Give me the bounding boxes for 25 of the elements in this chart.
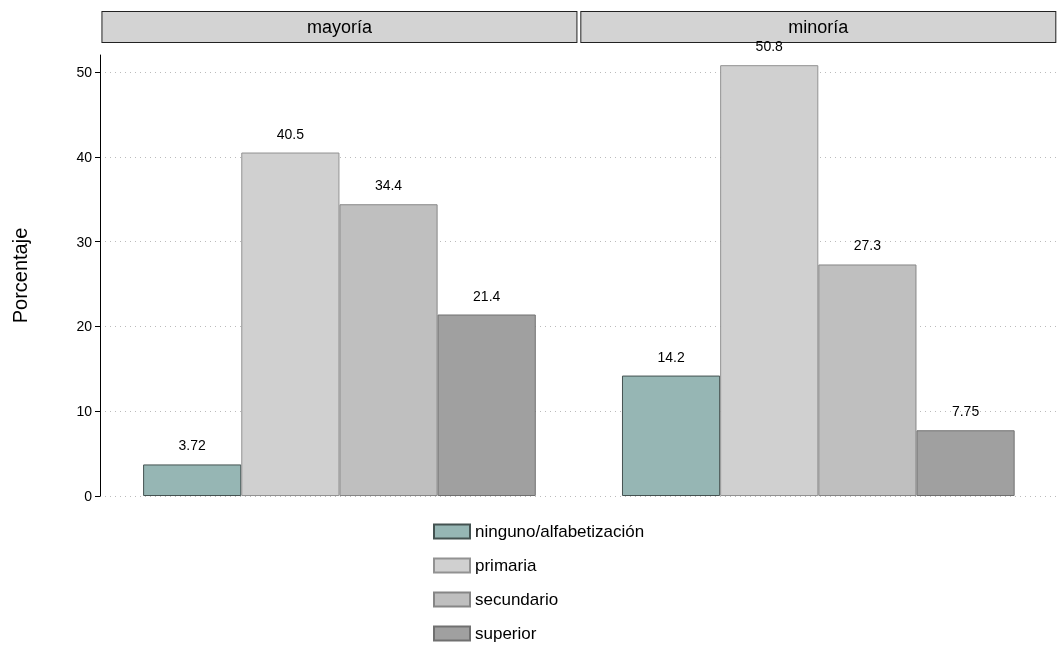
y-tick-label: 50 [76,63,93,80]
legend-label: secundario [475,590,559,609]
data-label: 14.2 [657,348,685,365]
y-axis-title: Porcentaje [9,227,31,324]
data-label: 3.72 [178,437,207,454]
data-label: 34.4 [374,177,403,194]
legend-label: superior [475,624,537,643]
x-tick-label: minoría [788,17,850,37]
data-label: 50.8 [755,38,784,55]
x-tick-label: mayoría [306,17,373,37]
y-tick-label: 10 [76,403,93,420]
y-tick-label: 30 [76,233,93,250]
bar [143,464,242,496]
y-tick-label: 20 [76,318,93,335]
y-tick-label: 0 [84,488,93,504]
legend-label: primaria [475,556,537,575]
bar [437,314,536,496]
data-label: 21.4 [473,287,501,304]
bar [916,430,1015,496]
legend-label: ninguno/alfabetización [475,522,645,541]
data-label: 7.75 [951,403,980,420]
bar [621,375,721,496]
data-label: 27.3 [853,237,882,254]
data-label: 40.5 [276,125,305,142]
y-tick-label: 40 [76,148,93,165]
